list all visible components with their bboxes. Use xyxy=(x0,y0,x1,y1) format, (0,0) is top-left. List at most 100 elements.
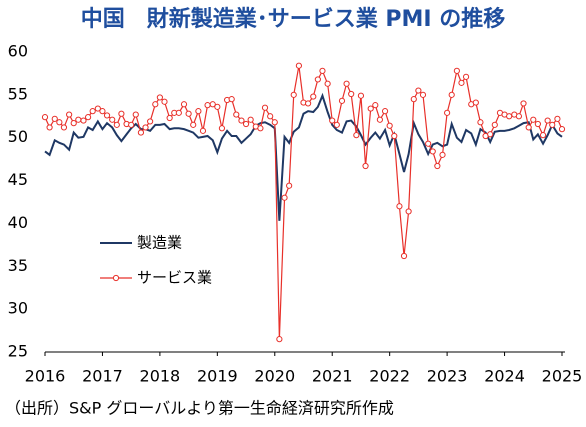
series-marker xyxy=(491,121,498,128)
series-marker xyxy=(46,124,53,131)
series-marker xyxy=(530,116,537,123)
y-tick-label: 55 xyxy=(8,84,28,103)
series-line xyxy=(44,92,563,221)
series-marker xyxy=(439,151,446,158)
series-marker xyxy=(261,104,269,111)
series-marker xyxy=(56,119,63,126)
series-marker xyxy=(132,111,139,118)
series-marker xyxy=(233,111,240,118)
series-marker xyxy=(462,73,470,80)
series-marker xyxy=(429,148,436,155)
x-tick-label: 2025 xyxy=(542,367,583,386)
series-marker xyxy=(295,62,303,69)
y-tick-label: 30 xyxy=(8,299,28,318)
series-marker xyxy=(386,122,393,129)
x-tick-label: 2024 xyxy=(484,367,525,386)
series-marker xyxy=(247,116,254,123)
series-marker xyxy=(353,132,360,139)
series-marker xyxy=(204,102,211,109)
series-marker xyxy=(113,121,120,128)
series-marker xyxy=(180,101,188,108)
x-tick-label: 2018 xyxy=(140,367,181,386)
source-note: （出所）S&P グローバルより第一生命経済研究所作成 xyxy=(5,399,394,418)
series-marker xyxy=(128,121,135,128)
series-marker xyxy=(391,132,398,140)
series-marker xyxy=(405,208,412,215)
series-marker xyxy=(472,99,479,106)
y-tick-label: 40 xyxy=(8,213,28,232)
series-marker xyxy=(190,121,197,128)
y-tick-label: 45 xyxy=(8,170,28,189)
series-marker xyxy=(281,194,288,201)
series-marker xyxy=(362,162,369,170)
series-marker xyxy=(152,101,159,108)
series-marker xyxy=(425,140,432,147)
series-marker xyxy=(444,109,451,116)
series-marker xyxy=(376,116,384,123)
y-tick-label: 60 xyxy=(8,42,28,61)
series-marker xyxy=(209,101,216,108)
series-marker xyxy=(314,76,321,83)
series-marker xyxy=(477,119,484,126)
series-marker xyxy=(51,115,58,122)
series-marker xyxy=(310,93,317,100)
series-marker xyxy=(487,131,494,138)
series-marker xyxy=(372,102,379,109)
series-marker xyxy=(290,91,297,98)
series-marker xyxy=(75,116,82,123)
series-marker xyxy=(381,108,389,115)
series-marker xyxy=(506,113,513,120)
series-marker xyxy=(257,125,264,132)
series-marker xyxy=(333,121,340,128)
series-marker xyxy=(99,108,106,115)
series-marker xyxy=(238,117,245,124)
x-tick-label: 2023 xyxy=(427,367,468,386)
series-marker xyxy=(195,108,202,115)
series-marker xyxy=(94,105,101,112)
series-marker xyxy=(348,90,355,98)
series-marker xyxy=(558,126,566,133)
series-marker xyxy=(549,121,556,128)
series-marker xyxy=(458,79,465,86)
series-marker xyxy=(166,114,173,122)
series-marker xyxy=(147,118,154,125)
series-marker xyxy=(199,127,207,134)
series-marker xyxy=(539,132,547,139)
chart-title: 中国 財新製造業･サービス業 PMI の推移 xyxy=(81,6,506,32)
x-tick-label: 2021 xyxy=(312,367,353,386)
series-marker xyxy=(367,105,374,112)
x-tick-label: 2022 xyxy=(369,367,410,386)
x-tick-label: 2017 xyxy=(82,367,123,386)
series-marker xyxy=(319,67,326,74)
x-tick-label: 2019 xyxy=(197,367,238,386)
series-line xyxy=(44,65,563,340)
series-marker xyxy=(242,120,250,128)
series-marker xyxy=(329,117,336,124)
series-marker xyxy=(515,113,523,120)
series-marker xyxy=(343,80,350,87)
series-marker xyxy=(357,92,365,99)
series-marker xyxy=(525,124,532,131)
series-marker xyxy=(396,203,403,210)
series-marker xyxy=(60,124,68,131)
series-marker xyxy=(271,119,278,126)
y-tick-label: 35 xyxy=(8,256,28,275)
series-marker xyxy=(448,91,455,98)
series-marker xyxy=(434,162,441,170)
series-marker xyxy=(142,124,149,131)
series-marker xyxy=(534,120,541,128)
series-marker xyxy=(137,129,145,136)
series-marker xyxy=(214,103,221,110)
series-marker xyxy=(415,87,422,94)
series-marker xyxy=(544,117,551,124)
series-marker xyxy=(286,182,293,189)
series-marker xyxy=(185,110,192,117)
series-marker xyxy=(118,110,125,117)
series-marker xyxy=(520,100,527,107)
series-marker xyxy=(161,98,168,105)
series-marker xyxy=(109,116,116,123)
series-marker xyxy=(267,113,274,120)
series-marker xyxy=(276,336,283,343)
series-marker xyxy=(410,96,417,103)
series-marker xyxy=(156,94,163,101)
